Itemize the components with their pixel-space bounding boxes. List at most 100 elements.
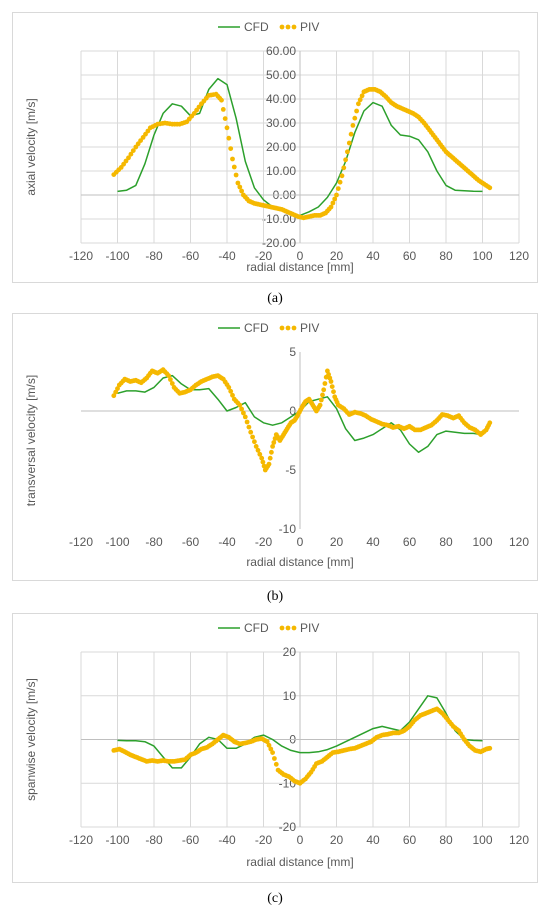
- legend-piv-swatch: [279, 325, 285, 331]
- data-point: [332, 196, 338, 202]
- data-point: [321, 387, 327, 393]
- x-tick-label: 0: [297, 249, 304, 263]
- legend-cfd-label: CFD: [244, 321, 269, 335]
- data-point: [266, 461, 272, 467]
- data-point: [346, 140, 352, 146]
- x-tick-label: 100: [472, 833, 492, 847]
- x-tick-label: 100: [472, 535, 492, 549]
- y-tick-label: 20.00: [266, 140, 296, 154]
- data-point: [328, 379, 334, 384]
- series-dots-piv: [111, 87, 493, 221]
- data-point: [224, 125, 230, 131]
- data-point: [272, 756, 277, 761]
- y-tick-label: -10.00: [262, 212, 296, 226]
- data-point: [253, 444, 259, 449]
- x-tick-label: 120: [509, 833, 529, 847]
- legend-piv-label: PIV: [300, 321, 319, 335]
- data-point: [259, 455, 265, 461]
- y-tick-label: 20: [283, 645, 297, 659]
- data-point: [266, 742, 272, 748]
- y-tick-label: 40.00: [266, 92, 296, 106]
- data-point: [257, 451, 263, 457]
- x-tick-label: 0: [297, 535, 304, 549]
- y-tick-label: -20.00: [262, 236, 296, 250]
- data-point: [334, 192, 339, 198]
- data-point: [220, 107, 226, 112]
- data-point: [317, 402, 323, 408]
- data-point: [348, 131, 354, 137]
- data-point: [269, 449, 274, 455]
- data-point: [219, 97, 224, 103]
- x-tick-label: -60: [182, 249, 200, 263]
- legend-piv-swatch: [291, 625, 297, 631]
- data-point: [335, 186, 341, 192]
- x-tick-label: 40: [366, 535, 380, 549]
- x-tick-label: 80: [439, 249, 453, 263]
- x-tick-label: 40: [366, 833, 380, 847]
- x-tick-label: 80: [439, 535, 453, 549]
- legend-piv-swatch: [291, 24, 297, 30]
- data-point: [487, 420, 493, 426]
- y-tick-label: 30.00: [266, 116, 296, 130]
- data-point: [273, 761, 279, 767]
- data-point: [228, 146, 234, 152]
- legend-piv-swatch: [285, 325, 291, 331]
- chart-a-svg: -20.00-10.000.0010.0020.0030.0040.0050.0…: [24, 20, 529, 274]
- legend: CFD PIV: [218, 20, 319, 34]
- data-point: [356, 101, 361, 107]
- data-point: [115, 386, 120, 391]
- data-point: [241, 410, 246, 416]
- x-tick-label: -20: [255, 833, 273, 847]
- x-tick-label: 80: [439, 833, 453, 847]
- chart-b-svg: -10-505-120 -100 -80 -60 -40 -20 0 20 40 60 80 100 1…: [24, 321, 529, 569]
- data-point: [166, 373, 172, 378]
- x-tick-label: 20: [330, 249, 344, 263]
- x-tick-label: -60: [182, 833, 200, 847]
- data-point: [341, 165, 347, 171]
- legend-cfd-label: CFD: [244, 20, 269, 34]
- x-tick-label: 20: [330, 833, 344, 847]
- x-axis-label: radial distance [mm]: [246, 260, 353, 274]
- x-tick-label: -40: [218, 833, 236, 847]
- data-point: [228, 388, 234, 394]
- sublabel-c: (c): [267, 891, 283, 906]
- data-point: [226, 385, 232, 390]
- legend-cfd-label: CFD: [244, 621, 269, 635]
- data-point: [329, 384, 335, 389]
- sublabel-b: (b): [266, 589, 284, 604]
- data-point: [126, 155, 131, 161]
- legend-piv-swatch: [285, 625, 291, 631]
- legend-piv-swatch: [279, 625, 285, 631]
- y-tick-label: 5: [289, 345, 296, 359]
- x-tick-label: -120: [69, 249, 93, 263]
- data-point: [320, 392, 325, 398]
- data-point: [255, 447, 261, 453]
- x-tick-label: -120: [69, 535, 93, 549]
- data-point: [235, 180, 241, 186]
- x-tick-label: -40: [218, 249, 236, 263]
- legend-piv-swatch: [279, 24, 285, 30]
- y-tick-label: -5: [285, 463, 296, 477]
- y-tick-label: -10: [279, 522, 297, 536]
- x-tick-label: -80: [145, 833, 163, 847]
- data-point: [268, 746, 274, 752]
- data-point: [264, 739, 270, 745]
- y-axis-label: transversal velocity [m/s]: [24, 375, 38, 506]
- data-point: [487, 745, 493, 751]
- data-point: [242, 414, 248, 420]
- data-point: [246, 424, 252, 430]
- legend-piv-label: PIV: [300, 621, 319, 635]
- data-point: [168, 377, 173, 382]
- data-point: [270, 750, 275, 755]
- data-point: [169, 381, 175, 386]
- y-tick-label: -20: [279, 820, 297, 834]
- y-axis-label: axial velocity [m/s]: [24, 98, 38, 195]
- series-line-cfd: [117, 695, 483, 769]
- data-point: [237, 402, 243, 408]
- y-tick-label: 10: [283, 689, 297, 703]
- data-point: [270, 444, 275, 449]
- chart-panel-b: -10 -5 0 5 -120 -100 -80 -60 -40 -20 0 20 40 60 80 100 1…: [12, 313, 538, 581]
- data-point: [239, 188, 245, 194]
- legend: CFD PIV: [218, 321, 319, 335]
- x-tick-label: 60: [403, 535, 417, 549]
